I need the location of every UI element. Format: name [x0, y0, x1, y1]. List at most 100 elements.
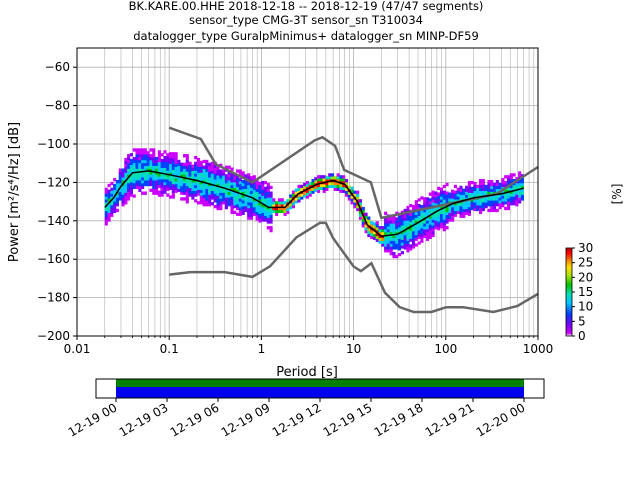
heatmap-cell — [247, 207, 251, 212]
heatmap-cell — [437, 192, 441, 196]
heatmap-cell — [389, 249, 393, 253]
heatmap-cell — [255, 191, 259, 195]
heatmap-cell — [459, 185, 463, 190]
heatmap-cell — [241, 188, 245, 192]
heatmap-cell — [364, 215, 368, 219]
heatmap-cell — [423, 203, 427, 207]
heatmap-cell — [431, 202, 435, 206]
heatmap-cell — [269, 185, 273, 190]
colorbar-tick-label: 5 — [578, 314, 586, 328]
heatmap-cell — [370, 232, 374, 237]
heatmap-cell — [414, 211, 418, 215]
y-axis-ticks: −200−180−160−140−120−100−80−60 — [37, 60, 77, 343]
heatmap-cell — [266, 220, 270, 224]
heatmap-cell — [344, 181, 349, 186]
heatmap-cell — [168, 163, 173, 167]
heatmap-cell — [490, 191, 494, 195]
heatmap-cell — [152, 171, 156, 175]
heatmap-cell — [492, 208, 497, 213]
heatmap-cell — [247, 193, 251, 197]
heatmap-cell — [171, 160, 175, 165]
heatmap-cell — [501, 195, 505, 199]
heatmap-cell — [149, 165, 153, 169]
heatmap-cell — [479, 204, 483, 209]
heatmap-cell — [129, 167, 133, 171]
heatmap-cell — [411, 204, 416, 209]
heatmap-cell — [398, 241, 402, 245]
heatmap-cell — [498, 191, 502, 195]
heatmap-cell — [490, 188, 494, 192]
heatmap-cell — [406, 249, 410, 253]
heatmap-cell — [512, 173, 516, 177]
heatmap-cell — [194, 190, 198, 194]
heatmap-cell — [476, 204, 480, 209]
heatmap-cell — [177, 174, 181, 178]
heatmap-cell — [389, 223, 393, 227]
heatmap-cell — [219, 175, 223, 179]
heatmap-cell — [403, 240, 407, 244]
heatmap-cell — [263, 218, 268, 222]
heatmap-cell — [115, 208, 120, 213]
heatmap-cell — [185, 171, 189, 175]
heatmap-cell — [168, 195, 173, 199]
heatmap-cell — [247, 184, 251, 189]
heatmap-cell — [247, 176, 251, 180]
heatmap-cell — [182, 188, 187, 192]
heatmap-cell — [124, 180, 128, 185]
heatmap-cell — [216, 166, 220, 170]
heatmap-cell — [384, 246, 388, 250]
heatmap-cell — [370, 224, 374, 228]
heatmap-cell — [400, 222, 404, 226]
heatmap-cell — [492, 194, 497, 198]
heatmap-cell — [420, 213, 424, 217]
heatmap-cell — [467, 201, 471, 205]
heatmap-cell — [177, 171, 181, 175]
heatmap-cell — [504, 189, 508, 193]
heatmap-cell — [439, 202, 444, 206]
heatmap-cell — [389, 252, 393, 256]
heatmap-cell — [395, 243, 399, 247]
heatmap-cell — [210, 161, 214, 166]
heatmap-cell — [520, 197, 525, 201]
heatmap-cell — [451, 206, 455, 211]
heatmap-cell — [146, 165, 150, 169]
heatmap-cell — [395, 220, 399, 224]
heatmap-cell — [205, 197, 209, 201]
heatmap-cell — [255, 188, 259, 192]
timeline-tick-label: 12-19 09 — [219, 400, 273, 439]
heatmap-cell — [506, 180, 511, 185]
heatmap-cell — [275, 209, 279, 214]
heatmap-cell — [174, 178, 178, 182]
heatmap-cell — [358, 204, 363, 209]
heatmap-cell — [398, 247, 402, 251]
heatmap-cell — [247, 173, 251, 177]
grid — [76, 48, 538, 337]
heatmap-cell — [188, 179, 192, 183]
heatmap-cell — [459, 205, 463, 210]
timeline-tick-label: 12-19 06 — [168, 400, 222, 439]
heatmap-cell — [155, 182, 159, 187]
heatmap-cell — [403, 220, 407, 224]
heatmap-cell — [392, 254, 396, 259]
heatmap-cell — [168, 183, 173, 188]
heatmap-cell — [498, 200, 502, 204]
heatmap-cell — [456, 190, 460, 194]
heatmap-cell — [261, 183, 265, 188]
heatmap-cell — [104, 202, 108, 206]
heatmap-cell — [127, 174, 131, 178]
heatmap-cell — [398, 227, 402, 231]
heatmap-cell — [129, 187, 133, 191]
heatmap-cell — [163, 179, 167, 183]
heatmap-cell — [146, 156, 150, 161]
heatmap-cell — [107, 206, 111, 211]
heatmap-cell — [171, 186, 175, 191]
heatmap-cell — [492, 200, 497, 204]
heatmap-cell — [277, 204, 282, 208]
heatmap-cell — [269, 226, 273, 230]
heatmap-cell — [356, 193, 360, 197]
heatmap-cell — [163, 184, 167, 189]
heatmap-cell — [152, 177, 156, 181]
heatmap-cell — [328, 184, 332, 189]
heatmap-cell — [132, 162, 136, 167]
heatmap-cell — [216, 175, 220, 179]
